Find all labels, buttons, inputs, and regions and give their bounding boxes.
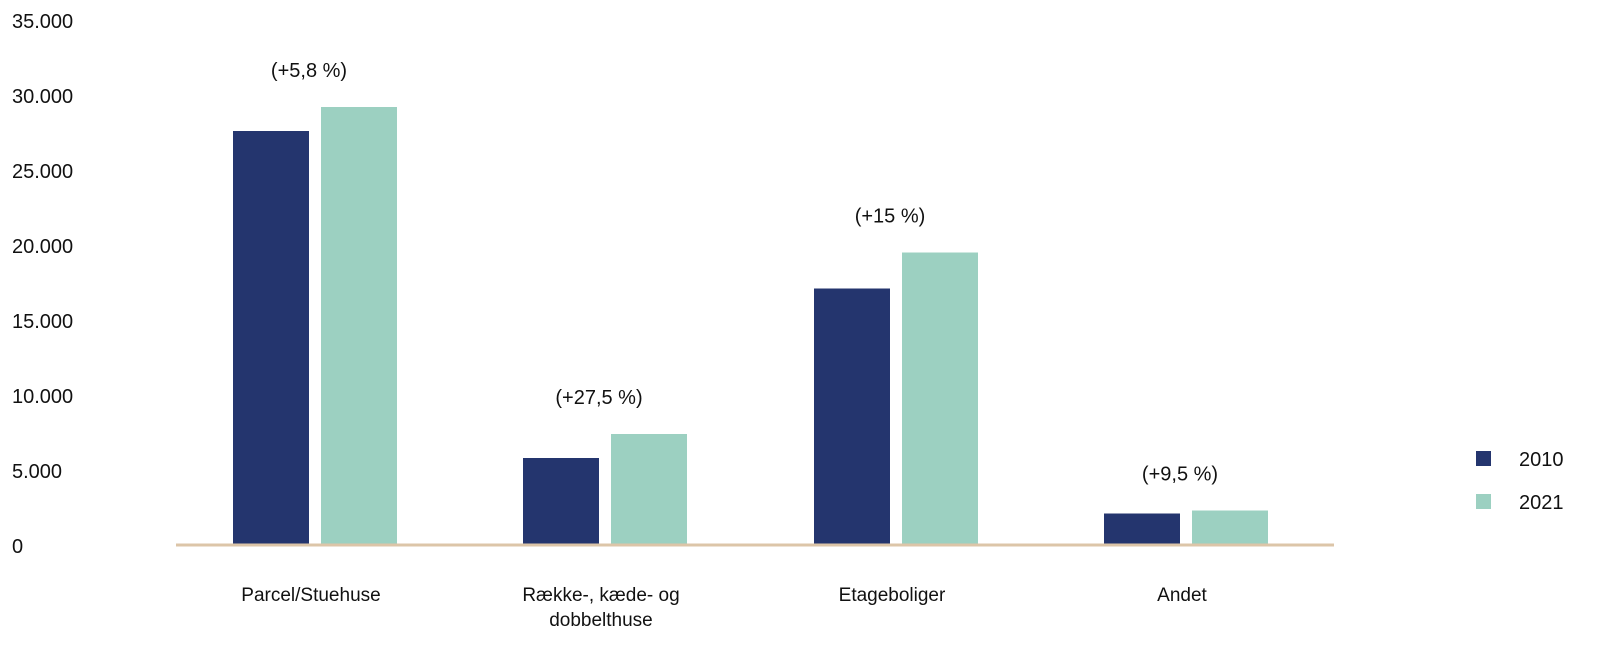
change-annotation: (+9,5 %) <box>1142 464 1218 486</box>
bar-2010-3 <box>1104 513 1180 545</box>
bar-2021-0 <box>321 107 397 545</box>
legend-swatch-2021 <box>1476 494 1491 509</box>
y-axis-tick-labels: 0 5.000 10.000 15.000 20.000 25.000 30.000 35.0… <box>12 11 73 558</box>
x-tick-label-line: Etageboliger <box>839 585 946 606</box>
y-tick-label: 5.000 <box>12 461 62 483</box>
legend: 2010 2021 <box>1476 449 1564 514</box>
x-tick-label: Parcel/Stuehuse <box>241 585 380 606</box>
x-tick-label: Andet <box>1157 585 1207 606</box>
bar-2021-1 <box>611 434 687 545</box>
x-tick-label: Etageboliger <box>839 585 946 606</box>
change-annotations: (+5,8 %) (+27,5 %) (+15 %) (+9,5 %) <box>271 60 1218 486</box>
bar-2010-1 <box>523 458 599 545</box>
bars <box>233 107 1268 545</box>
y-tick-label: 0 <box>12 536 23 558</box>
y-tick-label: 35.000 <box>12 11 73 33</box>
y-tick-label: 10.000 <box>12 386 73 408</box>
x-tick-label-line: Andet <box>1157 585 1207 606</box>
change-annotation: (+5,8 %) <box>271 60 347 82</box>
bar-2010-0 <box>233 131 309 545</box>
change-annotation: (+15 %) <box>855 206 926 228</box>
x-tick-label-line: dobbelthuse <box>549 610 653 631</box>
x-tick-label-line: Parcel/Stuehuse <box>241 585 380 606</box>
change-annotation: (+27,5 %) <box>555 387 642 409</box>
x-axis-category-labels: Parcel/Stuehuse Række-, kæde- og dobbelthu… <box>241 585 1207 631</box>
bar-2021-3 <box>1192 510 1268 545</box>
bar-2021-2 <box>902 252 978 545</box>
legend-label: 2010 <box>1519 449 1564 471</box>
x-tick-label-line: Række-, kæde- og <box>522 585 679 606</box>
y-tick-label: 25.000 <box>12 161 73 183</box>
legend-label: 2021 <box>1519 492 1564 514</box>
y-tick-label: 30.000 <box>12 86 73 108</box>
legend-swatch-2010 <box>1476 451 1491 466</box>
bar-2010-2 <box>814 288 890 545</box>
y-tick-label: 15.000 <box>12 311 73 333</box>
x-tick-label: Række-, kæde- og dobbelthuse <box>522 585 679 631</box>
y-tick-label: 20.000 <box>12 236 73 258</box>
